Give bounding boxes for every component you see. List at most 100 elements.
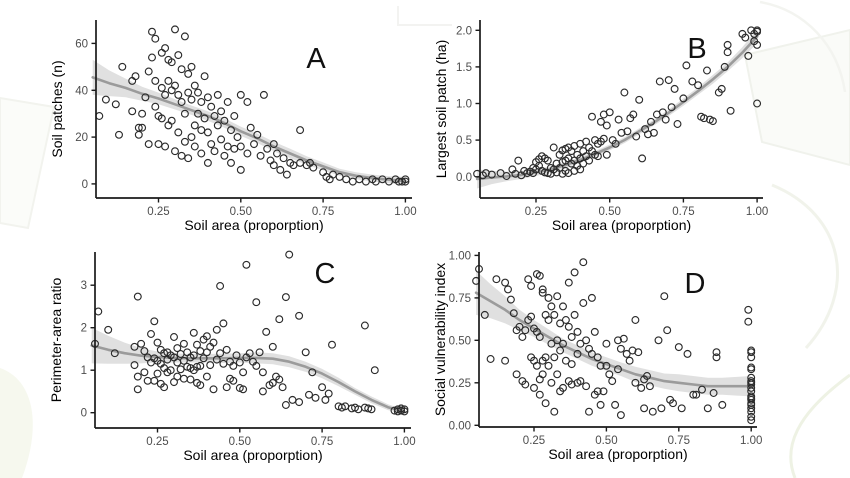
data-point: [203, 93, 212, 102]
data-point: [170, 333, 178, 341]
data-point: [605, 370, 614, 379]
data-point: [161, 44, 170, 53]
data-point: [259, 90, 268, 99]
data-point: [173, 372, 182, 381]
data-point: [213, 121, 222, 130]
data-point: [747, 412, 756, 421]
data-point: [667, 103, 676, 112]
data-point: [712, 348, 721, 357]
data-point: [161, 90, 170, 99]
x-tick-label: 0.50: [599, 206, 621, 218]
data-point: [134, 130, 143, 139]
x-axis-title: Soil area (proporption): [184, 217, 323, 233]
data-point: [602, 339, 611, 348]
data-point: [115, 130, 123, 139]
data-point: [197, 149, 206, 158]
watermark-arc: [759, 0, 847, 93]
data-point: [278, 383, 287, 392]
data-point: [193, 340, 201, 349]
data-point: [295, 311, 304, 320]
data-point: [179, 356, 188, 365]
data-point: [167, 116, 176, 125]
data-point: [151, 76, 160, 85]
data-point: [688, 77, 697, 86]
data-point: [179, 339, 188, 348]
data-point: [151, 102, 160, 111]
data-point: [194, 88, 202, 97]
data-point: [401, 177, 410, 186]
data-point: [683, 349, 692, 358]
y-axis-title: Perimeter-area ratio: [48, 278, 64, 403]
data-point: [744, 317, 753, 326]
data-point: [186, 375, 195, 384]
data-point: [252, 361, 261, 370]
x-tick-label: 1.00: [746, 206, 768, 218]
data-point: [157, 114, 166, 123]
data-point: [611, 400, 620, 409]
data-point: [184, 69, 193, 78]
data-point: [364, 404, 373, 413]
data-point: [593, 353, 602, 362]
data-point: [220, 116, 229, 125]
data-point: [585, 407, 593, 416]
data-point: [166, 366, 175, 375]
data-point: [509, 309, 518, 318]
trend-line: [91, 76, 407, 183]
confidence-ribbon: [91, 327, 405, 414]
data-point: [239, 385, 248, 394]
x-tick-label: 1.00: [740, 435, 762, 447]
data-point: [645, 382, 654, 391]
data-point: [360, 321, 369, 330]
data-point: [521, 326, 530, 335]
data-point: [140, 368, 149, 377]
data-point: [131, 72, 140, 81]
data-point: [147, 330, 155, 338]
data-point: [587, 293, 596, 302]
data-point: [197, 126, 206, 135]
data-point: [288, 395, 297, 404]
data-point: [245, 349, 254, 358]
data-point: [718, 400, 727, 409]
data-point: [367, 405, 376, 414]
data-point: [212, 325, 221, 334]
data-point: [200, 114, 209, 123]
watermark-shape: [743, 28, 850, 167]
data-point: [164, 121, 173, 130]
data-point: [504, 285, 512, 294]
data-point: [564, 322, 573, 331]
data-point: [223, 98, 232, 106]
data-point: [252, 298, 261, 307]
data-point: [216, 349, 225, 358]
data-point: [567, 333, 576, 341]
data-point: [110, 349, 119, 358]
data-point: [144, 67, 153, 76]
watermark-line: [397, 6, 452, 26]
panel-letter: A: [306, 43, 326, 75]
data-point: [664, 76, 673, 85]
data-point: [643, 372, 651, 380]
x-tick-label: 0.25: [525, 206, 547, 218]
data-point: [348, 177, 357, 186]
data-point: [161, 142, 170, 151]
data-point: [281, 401, 290, 409]
data-point: [602, 121, 611, 130]
data-point: [561, 356, 570, 365]
data-point: [220, 151, 229, 160]
data-point: [663, 326, 672, 335]
data-point: [189, 351, 198, 360]
data-point: [611, 139, 620, 148]
data-point: [311, 393, 320, 402]
data-point: [118, 62, 127, 71]
data-point: [550, 353, 559, 362]
confidence-ribbon: [92, 59, 406, 186]
data-point: [187, 95, 196, 104]
data-point: [209, 338, 218, 347]
data-point: [222, 383, 231, 392]
data-point: [649, 128, 658, 137]
data-point: [236, 90, 245, 99]
data-point: [593, 152, 602, 161]
data-point: [190, 142, 199, 151]
data-point: [94, 307, 103, 316]
data-point: [190, 81, 199, 90]
